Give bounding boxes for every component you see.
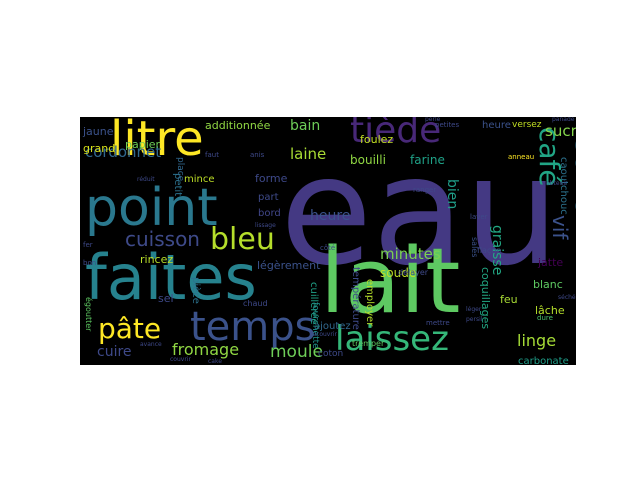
cloud-word: point [85, 178, 218, 238]
cloud-word: température [350, 267, 361, 330]
cloud-word: lait [320, 229, 461, 334]
cloud-word: forme [255, 172, 288, 185]
cloud-word: farine [410, 153, 445, 167]
cloud-word: perle [425, 117, 441, 123]
cloud-word: papier [125, 138, 161, 151]
cloud-word: chaud [243, 299, 268, 308]
cloud-word: temps [190, 304, 316, 350]
cloud-word: faut [205, 151, 219, 159]
cloud-word: petites [435, 121, 460, 129]
cloud-word: anneau [508, 153, 535, 161]
cloud-word: heure [482, 120, 511, 131]
cloud-word: lâche [535, 304, 565, 317]
cloud-word: recouvrir [310, 331, 337, 338]
cloud-word: fer [83, 241, 93, 249]
cloud-word: fromage [172, 340, 240, 359]
cloud-word: soude [380, 266, 417, 280]
cloud-word: séché [558, 294, 576, 301]
cloud-word: carbonate [518, 356, 569, 366]
cloud-word: bord [258, 208, 281, 219]
cloud-word: rincez [140, 253, 174, 266]
cloud-word: sel [158, 292, 174, 305]
cloud-word: panade [552, 117, 575, 123]
cloud-word: tiède [350, 117, 442, 151]
cloud-word: couvrir [170, 356, 191, 363]
cloud-word: flaçon [477, 246, 502, 255]
cloud-word: foulez [360, 133, 394, 146]
cloud-word: mettre [426, 319, 450, 327]
cloud-word: sucre [545, 122, 576, 140]
cloud-word: cuire [97, 344, 132, 360]
cloud-word: litre [110, 117, 204, 167]
cloud-word: anis [250, 151, 265, 159]
cloud-word: cordonnet [85, 143, 162, 161]
cloud-word: bien [444, 179, 460, 210]
cloud-word: bain [290, 118, 321, 134]
cloud-word: jaune [83, 125, 114, 138]
cloud-word: grand [83, 142, 116, 155]
cloud-word: coton [318, 349, 344, 359]
cloud-word: place [175, 157, 185, 182]
cloud-word: laissez [335, 319, 449, 359]
cloud-word: pâte [98, 312, 162, 345]
cloud-word: avance [140, 341, 162, 348]
cloud-word: légèrement [257, 259, 321, 272]
cloud-word: dure [537, 314, 553, 322]
word-cloud: eau lait faites point litre temps laissez tiède… [80, 117, 576, 365]
cloud-word: léger [466, 306, 482, 313]
cloud-word: persil [466, 316, 483, 323]
cloud-word: laver [470, 213, 488, 221]
cloud-word: faites [85, 241, 257, 314]
cloud-word: délayer [398, 268, 429, 277]
cloud-word: jatte [538, 256, 564, 269]
cloud-word: blanc [533, 278, 563, 291]
cloud-word: bon [83, 259, 97, 267]
cloud-word: cuisson [125, 227, 200, 251]
cloud-word: laine [290, 145, 327, 163]
cloud-word: égoutter [84, 297, 93, 332]
cloud-word: lissage [255, 222, 276, 229]
cloud-word: part [258, 192, 279, 203]
cloud-word: heure [310, 208, 351, 224]
cloud-word: obtenir [546, 180, 568, 187]
cloud-word: réduit [137, 176, 155, 183]
cloud-word: sales [470, 237, 479, 258]
cloud-word: moule [270, 342, 323, 362]
cloud-word: côté [320, 244, 336, 252]
cloud-word: linge [517, 331, 557, 350]
cloud-word: ranger [413, 186, 437, 194]
cloud-word: vif [548, 215, 572, 240]
cloud-word: versez [512, 120, 542, 130]
cloud-word: employer [364, 279, 375, 327]
cloud-word: bleu [210, 222, 275, 257]
cloud-word: feu [500, 293, 518, 306]
cloud-word: fourchette [310, 302, 320, 349]
cloud-word: eau [280, 125, 560, 299]
cloud-word: additionnée [205, 119, 271, 132]
cloud-word: bouilli [350, 153, 386, 167]
cloud-word: cake [208, 358, 222, 365]
cloud-word: minutes [380, 245, 441, 263]
cloud-word: mince [184, 174, 215, 185]
cloud-word: pièce [190, 277, 201, 304]
cloud-word: ajoutez [314, 321, 351, 332]
cloud-word: tremper [352, 339, 385, 348]
